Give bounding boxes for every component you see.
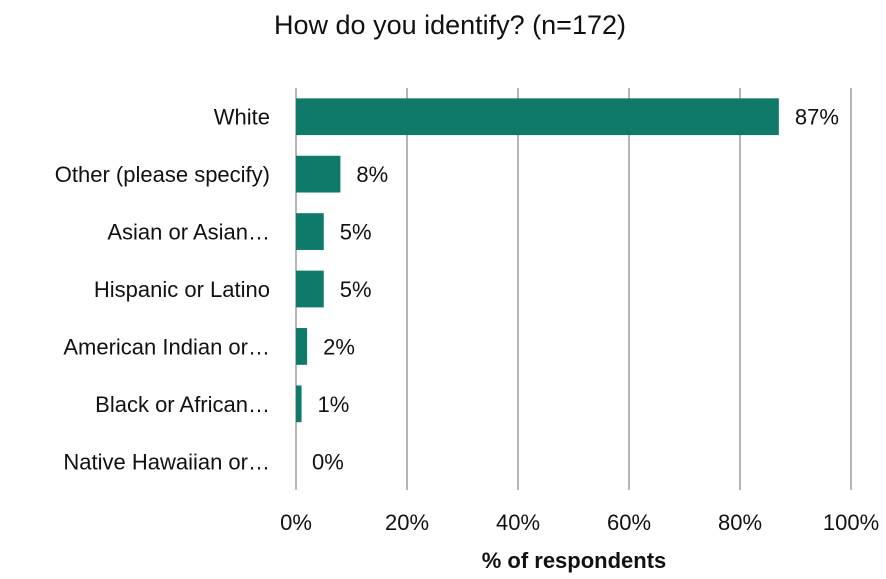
x-axis-title: % of respondents (482, 548, 667, 573)
category-label: Asian or Asian… (107, 220, 270, 245)
x-tick-label: 60% (607, 510, 651, 535)
category-label: Hispanic or Latino (94, 277, 270, 302)
category-labels: White Other (please specify) Asian or Asia… (55, 105, 270, 475)
data-label: 0% (312, 449, 344, 474)
category-label: Black or African… (95, 392, 270, 417)
category-label: Other (please specify) (55, 162, 270, 187)
data-label: 2% (323, 334, 355, 359)
x-tick-label: 20% (385, 510, 429, 535)
data-label: 87% (795, 105, 839, 130)
bar (296, 270, 324, 308)
x-tick-label: 80% (718, 510, 762, 535)
x-tick-label: 0% (280, 510, 312, 535)
data-label: 5% (340, 220, 372, 245)
category-label: Native Hawaiian or… (63, 449, 270, 474)
bars (296, 98, 779, 423)
data-labels: 87% 8% 5% 5% 2% 1% 0% (312, 105, 839, 475)
data-label: 8% (356, 162, 388, 187)
chart-title: How do you identify? (n=172) (274, 10, 626, 40)
gridlines (295, 88, 852, 490)
x-tick-label: 100% (823, 510, 879, 535)
data-label: 5% (340, 277, 372, 302)
bar (296, 98, 779, 136)
category-label: American Indian or… (63, 334, 270, 359)
bar (296, 213, 324, 250)
x-axis-ticks: 0% 20% 40% 60% 80% 100% (280, 510, 879, 535)
bar (296, 155, 341, 193)
bar (296, 385, 302, 423)
x-tick-label: 40% (496, 510, 540, 535)
data-label: 1% (318, 392, 350, 417)
category-label: White (214, 105, 270, 130)
bar (296, 328, 308, 365)
